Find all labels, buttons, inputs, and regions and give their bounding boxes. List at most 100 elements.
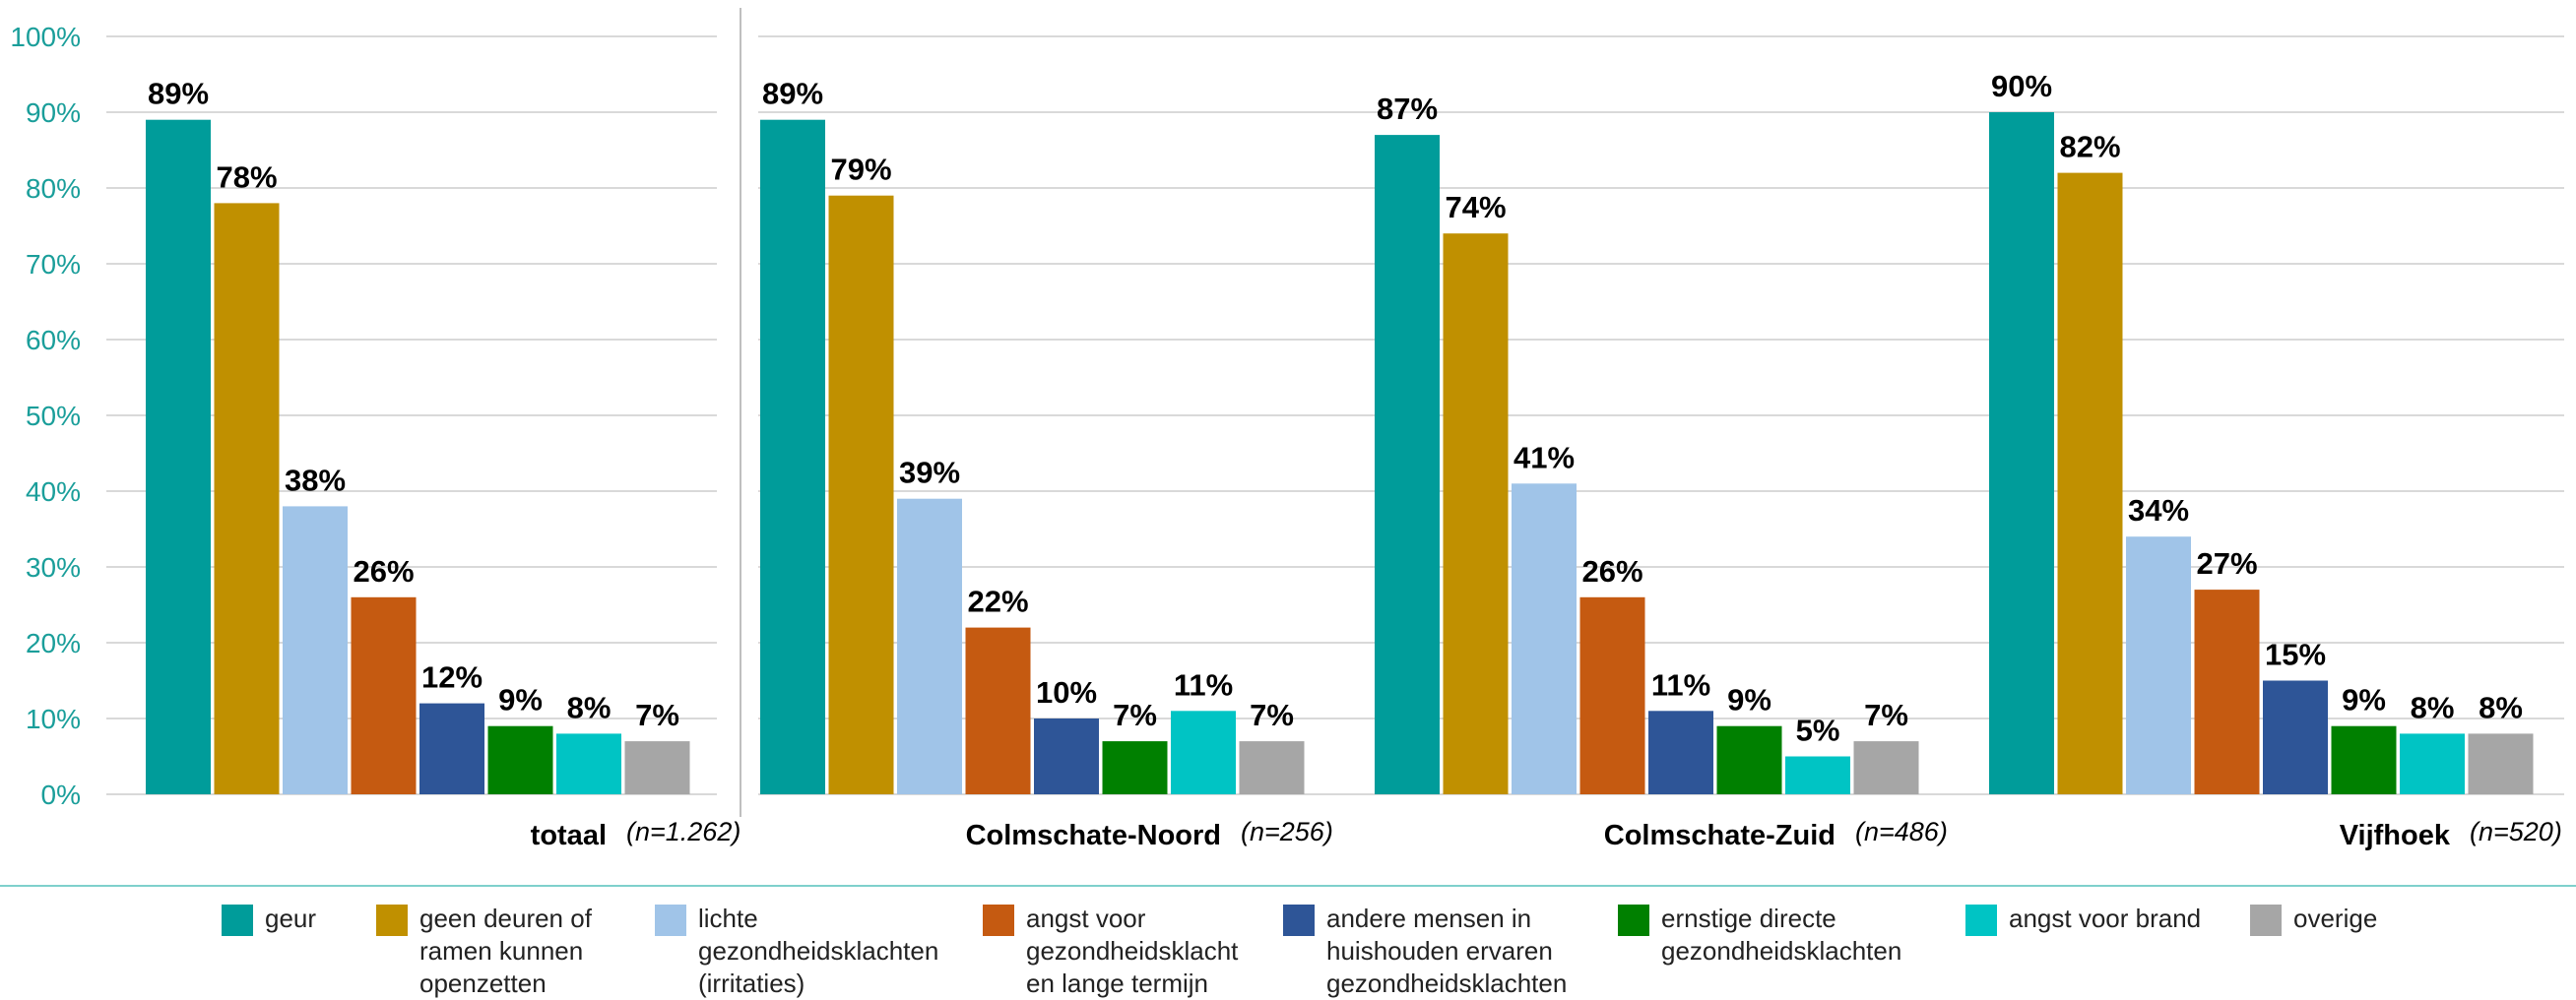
y-tick-label: 30%: [26, 552, 81, 583]
group-n-label: (n=256): [1241, 817, 1333, 846]
data-label: 9%: [498, 683, 543, 718]
legend-swatch: [983, 905, 1014, 936]
data-label: 7%: [1113, 698, 1157, 732]
bar: [2468, 733, 2534, 794]
legend-swatch: [1965, 905, 1997, 936]
bar: [1239, 741, 1305, 794]
legend-item: angst voor brand: [1965, 903, 2201, 936]
data-label: 22%: [967, 585, 1028, 619]
data-label: 82%: [2059, 130, 2120, 164]
bar: [2126, 536, 2191, 794]
value-labels: 89% 78% 38% 26% 12% 9% 8% 7% 89% 79% 39% 22% 10% 7% 11…: [148, 69, 2523, 748]
bar: [897, 498, 962, 794]
data-label: 89%: [148, 77, 209, 111]
data-label: 15%: [2265, 638, 2326, 672]
legend-label: ernstige directe gezondheidsklachten: [1661, 904, 1902, 966]
bar: [1375, 135, 1440, 795]
data-label: 89%: [762, 77, 823, 111]
data-label: 7%: [1250, 698, 1294, 732]
y-tick-label: 70%: [26, 249, 81, 280]
bar: [760, 119, 825, 794]
group-label: Colmschate-Zuid: [1604, 820, 1835, 851]
data-label: 7%: [1864, 698, 1908, 732]
bar: [1034, 719, 1099, 794]
bar: [487, 725, 553, 794]
y-tick-label: 60%: [26, 325, 81, 355]
data-label: 7%: [635, 698, 679, 732]
legend-item: ernstige directe gezondheidsklachten: [1618, 903, 1901, 968]
bar-chart: 0% 10% 20% 30% 40% 50% 60% 70% 80% 90% 100% 89% 78%…: [0, 8, 2576, 887]
data-label: 5%: [1796, 714, 1840, 748]
data-label: 87%: [1377, 92, 1438, 126]
legend-swatch: [1618, 905, 1649, 936]
legend-item: geur: [222, 903, 316, 936]
bar: [828, 195, 894, 794]
y-tick-label: 100%: [10, 22, 81, 52]
data-label: 38%: [285, 463, 346, 497]
y-tick-label: 20%: [26, 628, 81, 658]
group-labels: totaal (n=1.262) Colmschate-Noord (n=256) Co…: [531, 817, 2562, 851]
group-label: Vijfhoek: [2340, 820, 2451, 851]
legend-label: geur: [265, 904, 317, 933]
legend-item: lichte gezondheidsklachten (irritaties): [655, 903, 938, 1000]
legend-label: andere mensen in huishouden ervaren gezo…: [1326, 904, 1568, 998]
bar: [1853, 741, 1919, 794]
bar: [1102, 741, 1168, 794]
legend-label: overige: [2293, 904, 2378, 933]
legend-swatch: [1283, 905, 1315, 936]
bar: [2263, 680, 2328, 794]
y-tick-label: 80%: [26, 173, 81, 204]
bar: [556, 733, 621, 794]
y-axis-ticks: 0% 10% 20% 30% 40% 50% 60% 70% 80% 90% 100%: [10, 22, 81, 810]
bar: [965, 627, 1031, 794]
bar: [146, 119, 211, 794]
legend-label: angst voor brand: [2009, 904, 2202, 933]
bar: [283, 506, 348, 794]
y-tick-label: 0%: [41, 780, 81, 810]
bar: [2057, 172, 2123, 795]
data-label: 41%: [1513, 440, 1575, 474]
data-label: 78%: [216, 159, 277, 194]
bar: [214, 203, 280, 794]
bar: [2331, 725, 2397, 794]
data-label: 26%: [353, 554, 414, 589]
group-n-label: (n=1.262): [626, 817, 741, 846]
data-label: 26%: [1581, 554, 1642, 589]
bar: [1716, 725, 1782, 794]
group-label: Colmschate-Noord: [966, 820, 1221, 851]
legend-label: geen deuren of ramen kunnen openzetten: [419, 904, 592, 998]
legend-label: lichte gezondheidsklachten (irritaties): [698, 904, 939, 998]
group-n-label: (n=520): [2470, 817, 2562, 846]
legend-item: geen deuren of ramen kunnen openzetten: [376, 903, 592, 1000]
bar: [1648, 711, 1713, 794]
legend-swatch: [655, 905, 686, 936]
data-label: 12%: [421, 660, 483, 695]
data-label: 90%: [1991, 69, 2052, 103]
legend-item: angst voor gezondheidsklacht en lange te…: [983, 903, 1238, 1000]
bar: [1785, 756, 1850, 794]
data-label: 27%: [2196, 546, 2257, 581]
y-tick-label: 90%: [26, 97, 81, 128]
bar: [624, 741, 690, 794]
legend-label: angst voor gezondheidsklacht en lange te…: [1026, 904, 1239, 998]
bar: [1171, 711, 1236, 794]
bar: [1579, 596, 1645, 794]
data-label: 11%: [1174, 667, 1233, 702]
data-label: 79%: [830, 153, 891, 187]
y-tick-label: 40%: [26, 476, 81, 507]
data-label: 8%: [567, 690, 612, 724]
bar: [1443, 233, 1509, 794]
legend-item: andere mensen in huishouden ervaren gezo…: [1283, 903, 1567, 1000]
data-label: 8%: [2479, 690, 2523, 724]
data-label: 9%: [1727, 683, 1771, 718]
bar: [1989, 112, 2054, 794]
bar: [351, 596, 417, 794]
legend-swatch: [376, 905, 408, 936]
legend-item: overige: [2250, 903, 2377, 936]
bar: [2194, 590, 2260, 794]
bar: [1512, 483, 1577, 794]
bar: [419, 703, 484, 794]
legend-swatch: [2250, 905, 2282, 936]
bar: [2400, 733, 2465, 794]
gridlines: [0, 8, 2576, 887]
